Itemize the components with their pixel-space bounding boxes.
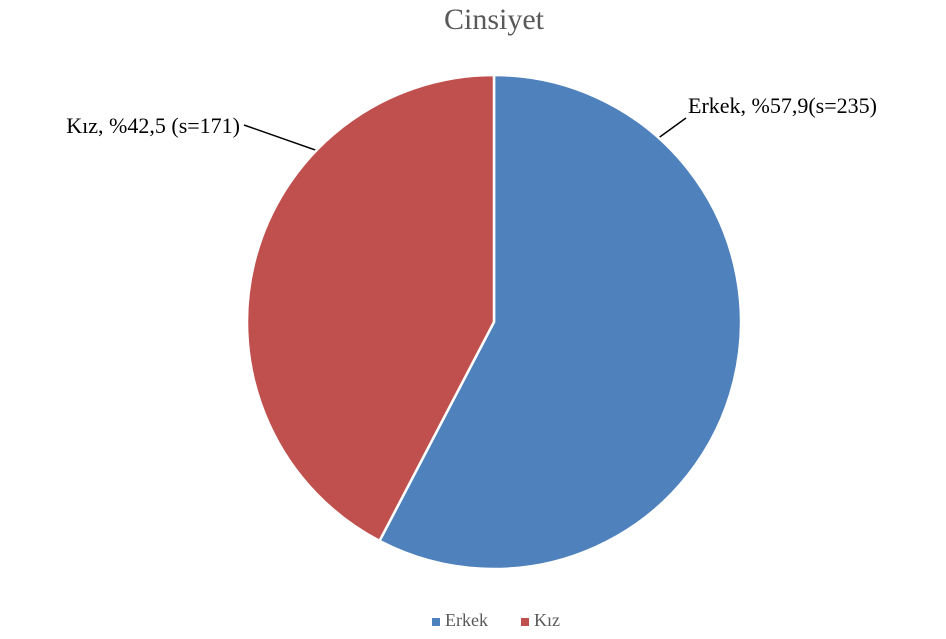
pie-slice [245, 73, 496, 543]
legend-label: Erkek [445, 610, 488, 630]
pie-slice [377, 73, 743, 571]
legend-label: Kız [534, 610, 560, 630]
data-label: Erkek, %57,9(s=235) [688, 93, 877, 118]
chart-title: Cinsiyet [444, 3, 545, 36]
legend-swatch [432, 618, 440, 626]
legend-swatch [521, 618, 529, 626]
data-label: Kız, %42,5 (s=171) [66, 113, 240, 138]
